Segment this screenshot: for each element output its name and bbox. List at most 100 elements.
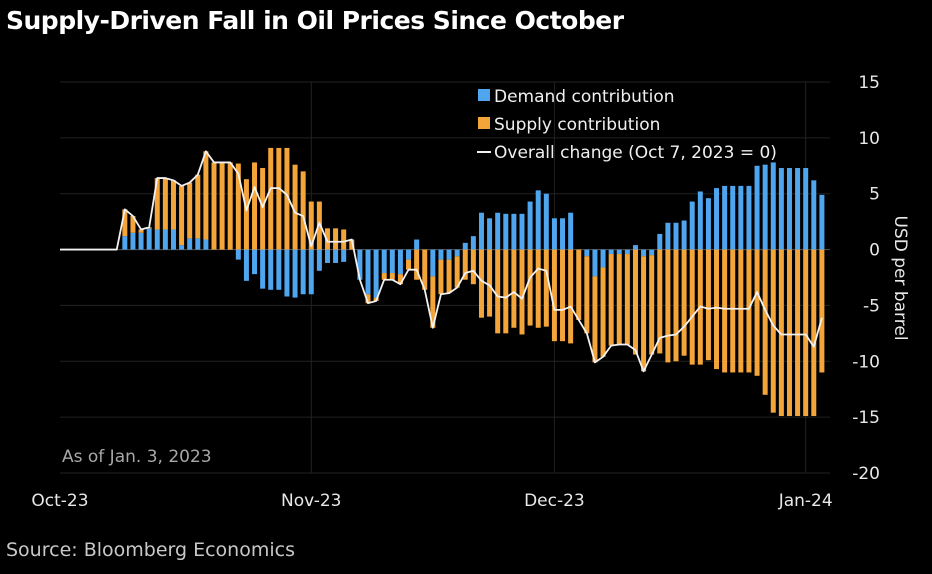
supply-bar bbox=[811, 249, 817, 417]
demand-bar bbox=[600, 249, 606, 268]
supply-bar bbox=[235, 163, 241, 250]
supply-bar bbox=[187, 182, 193, 239]
demand-bar bbox=[795, 168, 801, 250]
x-tick-label: Oct-23 bbox=[31, 491, 88, 511]
supply-bar bbox=[252, 162, 258, 250]
demand-bar bbox=[762, 164, 768, 250]
y-tick-label: 15 bbox=[858, 73, 880, 93]
y-tick-label: 5 bbox=[869, 185, 880, 205]
supply-bar bbox=[819, 249, 825, 373]
demand-bar bbox=[697, 191, 703, 250]
demand-bar bbox=[341, 249, 347, 262]
demand-bar bbox=[560, 218, 566, 250]
y-axis-label: USD per barrel bbox=[890, 215, 910, 340]
demand-bar bbox=[130, 232, 136, 250]
demand-bar bbox=[551, 218, 557, 250]
demand-bar bbox=[195, 238, 201, 250]
demand-bar bbox=[730, 185, 736, 250]
supply-bar bbox=[519, 249, 525, 335]
supply-bar bbox=[381, 273, 387, 280]
demand-bar bbox=[170, 229, 176, 250]
legend-swatch-supply bbox=[478, 117, 490, 129]
supply-bar bbox=[316, 201, 322, 250]
demand-bar bbox=[203, 239, 209, 250]
supply-bar bbox=[673, 249, 679, 362]
demand-bar bbox=[414, 239, 420, 250]
demand-bar bbox=[811, 180, 817, 250]
y-tick-label: -5 bbox=[863, 296, 880, 316]
supply-bar bbox=[527, 249, 533, 326]
supply-bar bbox=[762, 249, 768, 395]
supply-bar bbox=[616, 254, 622, 345]
demand-bar bbox=[770, 162, 776, 250]
supply-bar bbox=[203, 151, 209, 240]
supply-bar bbox=[624, 254, 630, 345]
source-note: Source: Bloomberg Economics bbox=[6, 539, 295, 561]
demand-bar bbox=[608, 249, 614, 255]
demand-bar bbox=[446, 249, 452, 260]
supply-bar bbox=[770, 249, 776, 413]
demand-bar bbox=[746, 185, 752, 250]
demand-bar bbox=[308, 249, 314, 295]
demand-bar bbox=[681, 220, 687, 250]
supply-bar bbox=[657, 249, 663, 354]
supply-bar bbox=[778, 249, 784, 417]
demand-bar bbox=[616, 249, 622, 255]
demand-bar bbox=[162, 229, 168, 250]
demand-bar bbox=[673, 222, 679, 250]
demand-bar bbox=[389, 249, 395, 274]
x-tick-label: Nov-23 bbox=[281, 491, 342, 511]
demand-bar bbox=[122, 236, 128, 250]
demand-bar bbox=[284, 249, 290, 297]
supply-bar bbox=[795, 249, 801, 417]
demand-bar bbox=[519, 213, 525, 250]
demand-bar bbox=[316, 249, 322, 271]
supply-bar bbox=[495, 249, 501, 334]
demand-bar bbox=[722, 185, 728, 250]
demand-bar bbox=[592, 249, 598, 277]
demand-bar bbox=[665, 222, 671, 250]
y-tick-label: -10 bbox=[852, 352, 880, 372]
demand-bar bbox=[689, 201, 695, 250]
demand-bar bbox=[454, 249, 460, 257]
supply-bar bbox=[576, 249, 582, 320]
demand-bar bbox=[381, 249, 387, 274]
demand-bar bbox=[333, 249, 339, 263]
supply-bar bbox=[211, 162, 217, 250]
supply-bar bbox=[503, 249, 509, 334]
supply-bar bbox=[430, 276, 436, 328]
supply-bar bbox=[154, 178, 160, 230]
demand-bar bbox=[754, 165, 760, 250]
y-tick-label: 10 bbox=[858, 129, 880, 149]
overall-line-group bbox=[60, 150, 823, 373]
supply-bar bbox=[162, 178, 168, 230]
supply-bar bbox=[324, 228, 330, 250]
supply-bar bbox=[406, 259, 412, 270]
supply-bar bbox=[300, 171, 306, 250]
supply-bar bbox=[122, 209, 128, 237]
demand-bar bbox=[738, 185, 744, 250]
supply-bar bbox=[551, 249, 557, 342]
demand-bar bbox=[235, 249, 241, 260]
supply-bar bbox=[341, 229, 347, 250]
supply-bar bbox=[389, 273, 395, 280]
supply-bar bbox=[681, 249, 687, 356]
demand-bar bbox=[357, 249, 363, 280]
demand-bar bbox=[243, 249, 249, 281]
supply-bar bbox=[138, 229, 144, 233]
demand-bar bbox=[778, 168, 784, 250]
supply-bar bbox=[584, 256, 590, 334]
demand-bar bbox=[146, 228, 152, 250]
demand-bar bbox=[276, 249, 282, 290]
supply-bar bbox=[478, 249, 484, 318]
supply-bar bbox=[365, 294, 371, 304]
demand-bar bbox=[260, 249, 266, 289]
y-tick-label: -15 bbox=[852, 408, 880, 428]
demand-bar bbox=[503, 213, 509, 250]
supply-bar bbox=[600, 267, 606, 357]
demand-bar bbox=[300, 249, 306, 295]
demand-bar bbox=[649, 249, 655, 256]
supply-bar bbox=[738, 249, 744, 373]
supply-bar bbox=[333, 228, 339, 250]
